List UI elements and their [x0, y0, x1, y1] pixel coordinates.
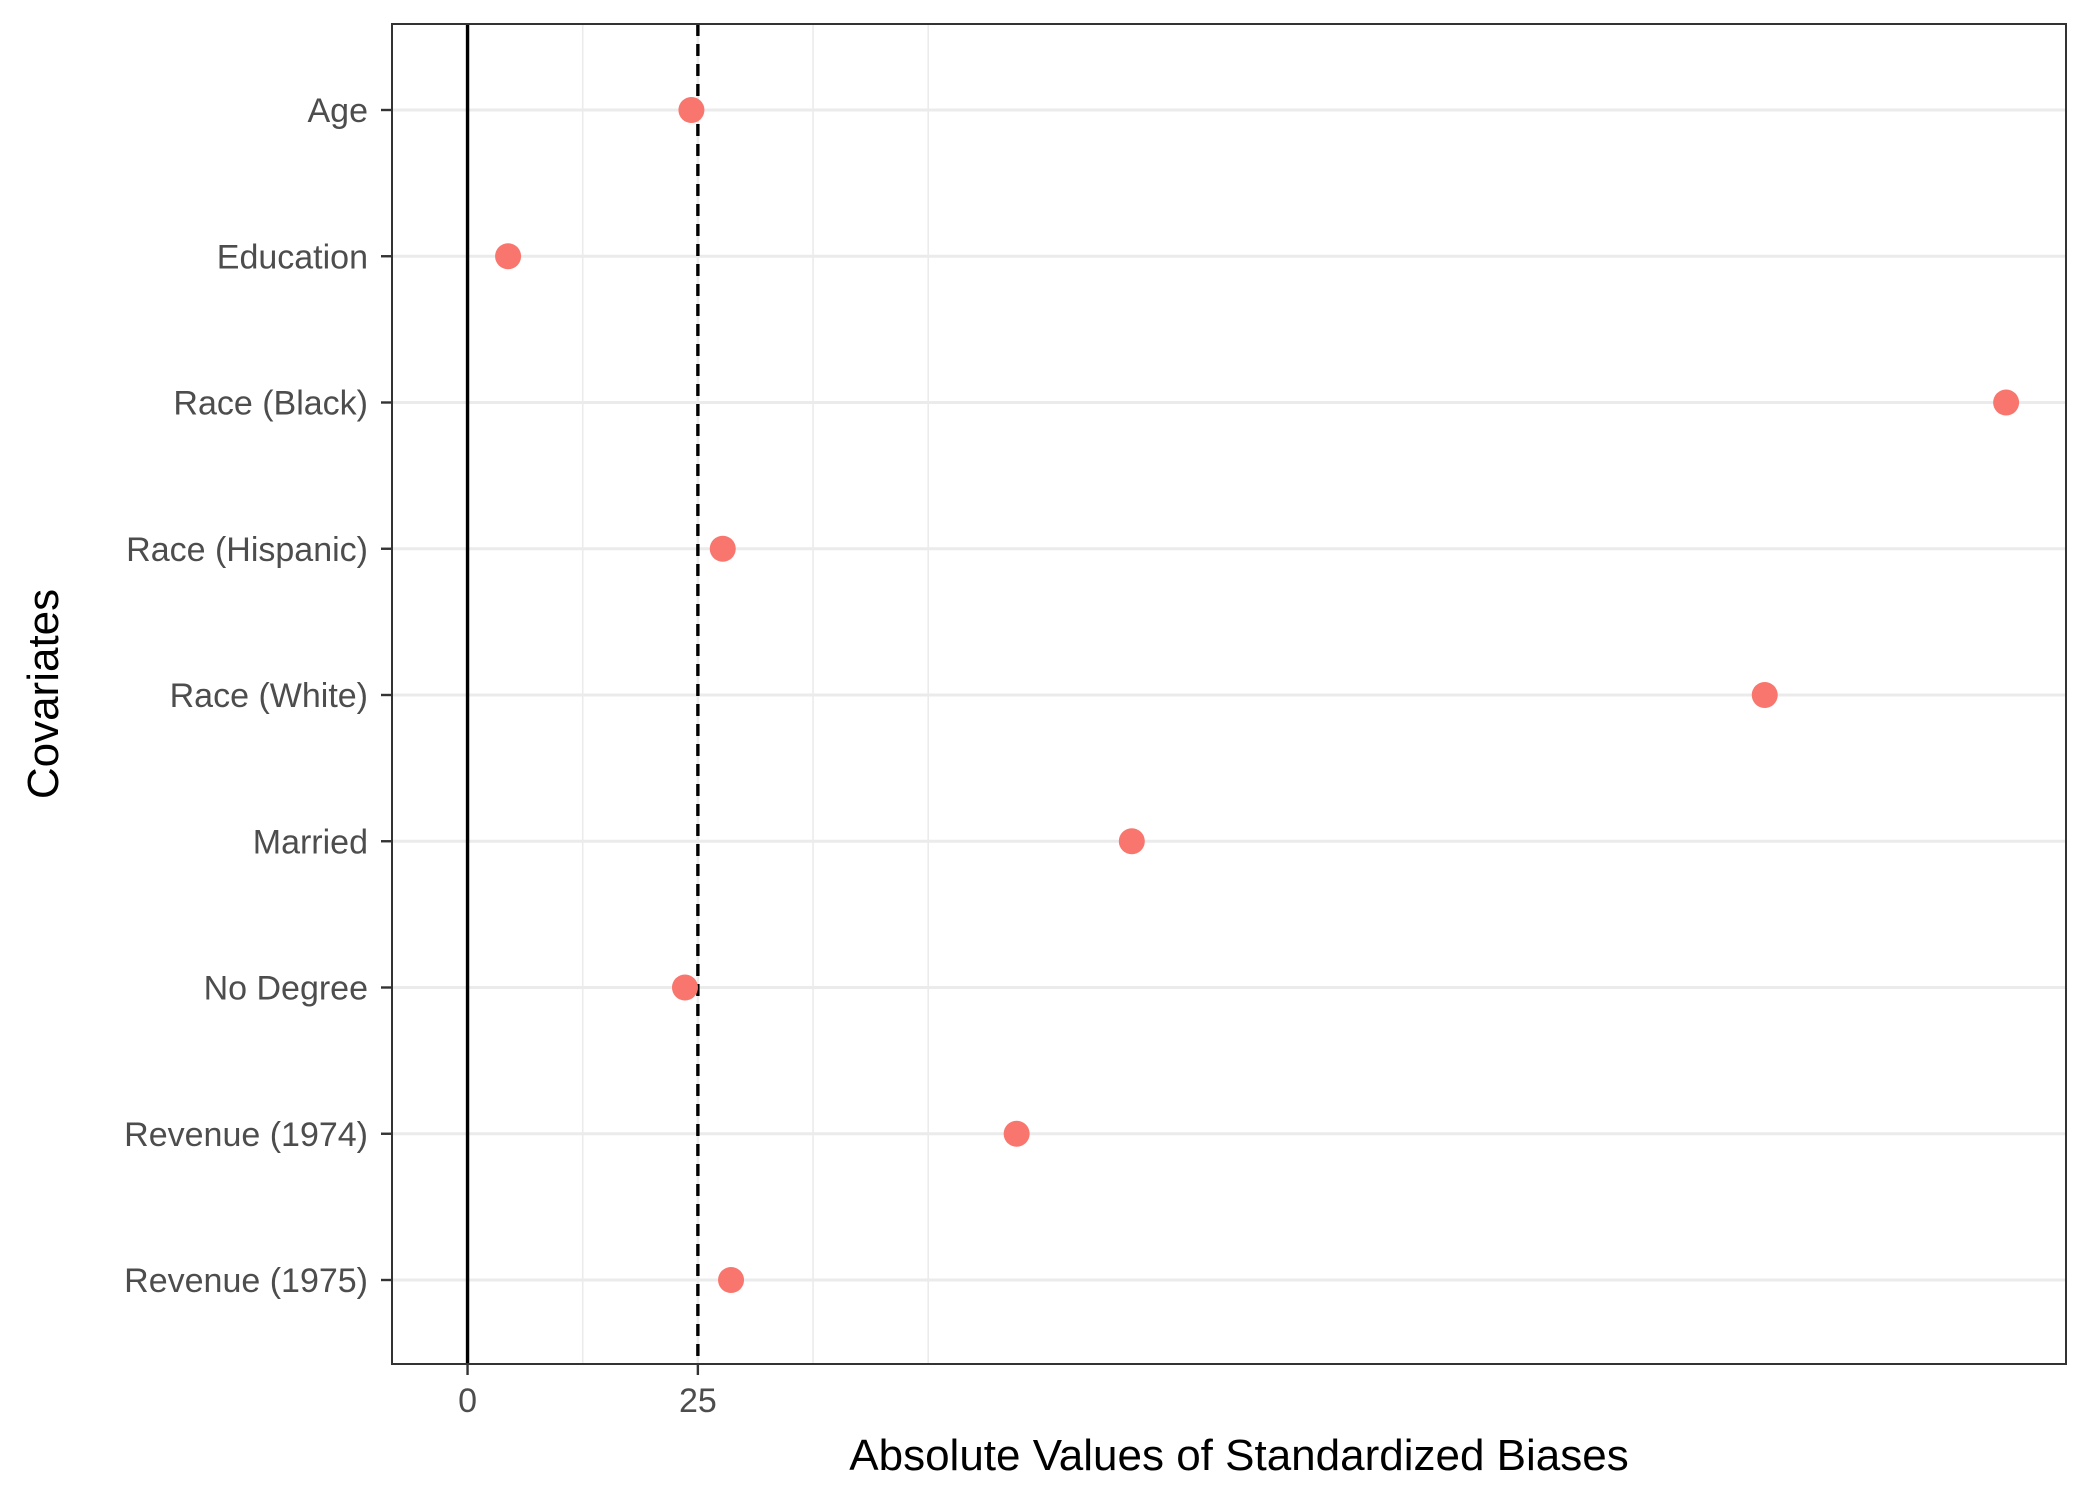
y-axis: Age Education Race (Black) Race (Hispanic) R…: [124, 92, 392, 1300]
data-point: [718, 1267, 745, 1293]
y-tick-label: Married: [253, 823, 368, 861]
data-point: [1118, 828, 1145, 855]
data-point: [495, 243, 522, 270]
y-tick-label: Age: [308, 92, 369, 130]
y-tick-label: Race (White): [170, 677, 368, 715]
data-point: [1751, 682, 1778, 708]
data-point: [1993, 389, 2020, 416]
x-tick-label: 25: [679, 1382, 717, 1420]
x-axis: 0 25: [458, 1364, 717, 1420]
data-point: [671, 974, 698, 1001]
data-point: [709, 535, 736, 562]
x-axis-title: Absolute Values of Standardized Biases: [849, 1431, 1628, 1480]
y-tick-label: No Degree: [204, 970, 368, 1008]
y-tick-label: Education: [217, 238, 368, 276]
data-point: [678, 97, 705, 123]
y-tick-label: Revenue (1975): [124, 1262, 368, 1300]
x-tick-label: 0: [458, 1382, 477, 1420]
y-tick-label: Revenue (1974): [124, 1116, 368, 1154]
y-tick-label: Race (Black): [173, 385, 368, 423]
data-point: [1003, 1120, 1030, 1147]
data-points: [495, 97, 2020, 1293]
y-tick-label: Race (Hispanic): [126, 531, 368, 569]
reference-lines: [465, 24, 700, 1364]
y-axis-title: Covariates: [19, 589, 68, 799]
grid-layer: [392, 24, 2066, 1364]
